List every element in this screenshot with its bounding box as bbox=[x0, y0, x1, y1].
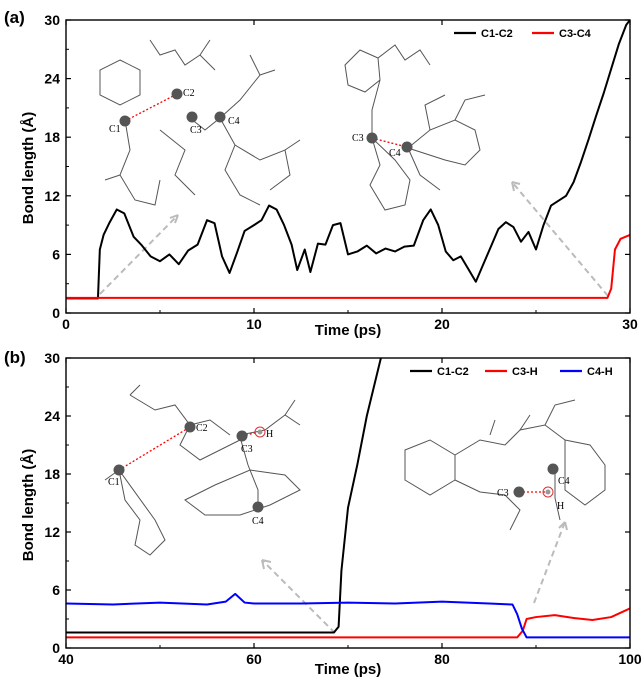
y-tick-label-a: 12 bbox=[44, 188, 60, 204]
atom-label-c3-b: C3 bbox=[241, 444, 253, 455]
y-tick-label-a: 30 bbox=[44, 12, 60, 28]
atom-label-h-b: H bbox=[266, 429, 273, 440]
atom-markers-a: C1 C2 C3 C4 C3 C4 bbox=[109, 88, 413, 159]
atom-label-c4-a: C4 bbox=[228, 116, 240, 127]
x-tick-label-b: 60 bbox=[246, 651, 262, 667]
x-axis-title-a: Time (ps) bbox=[315, 322, 381, 339]
panel-label-a: (a) bbox=[4, 8, 25, 27]
y-tick-label-a: 0 bbox=[52, 305, 60, 321]
plot-frame-a bbox=[65, 19, 631, 314]
series-line-c3-c4-a bbox=[66, 233, 630, 299]
atom-label-c2-b: C2 bbox=[196, 423, 208, 434]
y-tick-label-b: 18 bbox=[44, 466, 60, 482]
molecule-structure-left-a bbox=[99, 39, 301, 206]
x-tick-label-b: 100 bbox=[618, 651, 642, 667]
x-tick-label-b: 40 bbox=[58, 651, 74, 667]
axes-b: 40 60 80 100 0 6 12 18 24 30 bbox=[44, 350, 641, 667]
atom-label-c3-right-a: C3 bbox=[352, 133, 364, 144]
series-line-c4-h-b bbox=[66, 592, 630, 639]
pointer-arrows-a bbox=[99, 181, 609, 297]
panel-a: (a) Bond length (Å) Time (ps) bbox=[4, 8, 638, 339]
molecule-structure-right-a bbox=[344, 44, 486, 211]
atom-label-c1-a: C1 bbox=[109, 124, 121, 135]
panel-label-b: (b) bbox=[4, 348, 26, 367]
series-line-c1-c2-a bbox=[66, 20, 630, 300]
series-group-b bbox=[66, 358, 630, 639]
y-tick-label-b: 6 bbox=[52, 582, 60, 598]
atom-label-c1-b: C1 bbox=[108, 477, 120, 488]
legend-label-c1-c2-b: C1-C2 bbox=[437, 366, 469, 378]
x-tick-label-b: 80 bbox=[434, 651, 450, 667]
y-tick-label-a: 6 bbox=[52, 246, 60, 262]
y-axis-title-a: Bond length (Å) bbox=[20, 112, 37, 224]
x-tick-label-a: 30 bbox=[622, 316, 638, 332]
series-line-c1-c2-b bbox=[66, 358, 382, 634]
molecule-structure-right-b bbox=[404, 399, 606, 531]
x-tick-label-a: 10 bbox=[246, 316, 262, 332]
legend-label-c1-c2-a: C1-C2 bbox=[481, 28, 513, 40]
series-line-c3-h-b bbox=[66, 607, 630, 639]
atom-label-c4-right-a: C4 bbox=[389, 148, 401, 159]
legend-label-c4-h-b: C4-H bbox=[587, 366, 613, 378]
y-tick-label-b: 24 bbox=[44, 408, 60, 424]
series-group-a bbox=[66, 20, 630, 300]
x-tick-label-a: 20 bbox=[434, 316, 450, 332]
x-tick-label-a: 0 bbox=[62, 316, 70, 332]
y-tick-label-b: 12 bbox=[44, 524, 60, 540]
legend-b: C1-C2 C3-H C4-H bbox=[410, 366, 613, 378]
legend-label-c3-h-b: C3-H bbox=[512, 366, 538, 378]
y-tick-label-b: 0 bbox=[52, 640, 60, 656]
y-tick-label-b: 30 bbox=[44, 350, 60, 366]
atom-markers-b: C1 C2 C3 H C4 C3 C4 H bbox=[108, 421, 570, 527]
atom-label-h-right-b: H bbox=[557, 501, 564, 512]
plot-frame-b bbox=[65, 357, 631, 649]
atom-label-c3-a: C3 bbox=[190, 125, 202, 136]
axes-a: 0 10 20 30 0 6 12 18 24 30 bbox=[44, 12, 638, 332]
legend-label-c3-c4-a: C3-C4 bbox=[559, 28, 592, 40]
legend-a: C1-C2 C3-C4 bbox=[454, 28, 592, 40]
atom-label-c2-a: C2 bbox=[183, 88, 195, 99]
y-tick-label-a: 18 bbox=[44, 129, 60, 145]
y-axis-title-b: Bond length (Å) bbox=[20, 449, 37, 561]
x-axis-title-b: Time (ps) bbox=[315, 661, 381, 678]
pointer-arrows-b bbox=[261, 521, 568, 634]
y-tick-label-a: 24 bbox=[44, 71, 60, 87]
atom-label-c3-right-b: C3 bbox=[497, 488, 509, 499]
molecule-structure-left-b bbox=[104, 384, 301, 556]
atom-label-c4-b: C4 bbox=[252, 516, 264, 527]
atom-label-c4-right-b: C4 bbox=[558, 476, 570, 487]
panel-b: (b) Bond length (Å) Time (ps) bbox=[4, 348, 642, 678]
